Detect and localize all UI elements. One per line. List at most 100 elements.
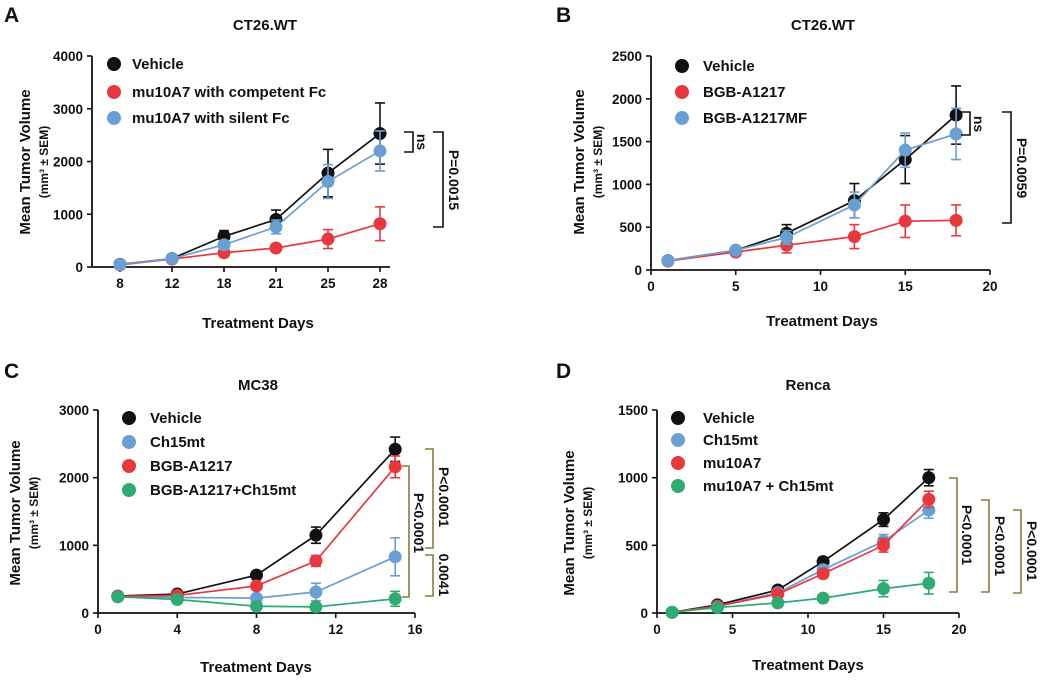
series-line-3: [667, 133, 957, 262]
data-point: [250, 568, 263, 582]
series-line-3: [671, 498, 930, 614]
panel-d-ylabel-sub: (mm³ ± SEM): [581, 487, 595, 560]
y-tick-label: 2500: [612, 49, 642, 64]
legend-marker-vehicle: [122, 411, 136, 425]
legend-marker-combo: [671, 479, 685, 493]
x-tick-label: 16: [407, 622, 423, 637]
data-point: [388, 460, 402, 474]
y-tick-label: 0: [634, 263, 642, 278]
legend-label-mu10a7: mu10A7: [703, 455, 761, 472]
panel-c-axes: 0 1000 2000 3000 0 4 8 12 16: [59, 403, 423, 637]
data-point: [388, 442, 402, 456]
data-point: [949, 213, 963, 227]
data-point: [165, 252, 179, 266]
data-point: [729, 243, 743, 257]
data-point: [771, 596, 785, 610]
y-tick-label: 2000: [59, 471, 89, 486]
panel-a-xlabel: Treatment Days: [202, 315, 314, 332]
x-tick-label: 12: [328, 622, 343, 637]
x-tick-label: 28: [372, 276, 388, 291]
x-tick-label: 20: [982, 279, 997, 294]
annotation-p-2: P<0.0001: [992, 516, 1008, 577]
legend-label-ch15mt: Ch15mt: [150, 434, 205, 451]
legend-label-competent-fc: mu10A7 with competent Fc: [132, 84, 326, 101]
x-tick-label: 10: [800, 622, 815, 637]
panel-d-ylabel: Mean Tumor Volume: [561, 450, 578, 595]
panel-b: B CT26.WT Mean Tumor Volume (mm³ ± SEM) …: [556, 4, 1030, 330]
bracket-p-1: [402, 465, 410, 598]
data-point: [816, 591, 830, 605]
legend-label-combo: BGB-A1217+Ch15mt: [150, 482, 296, 499]
panel-c-plot: [111, 436, 402, 614]
data-point: [816, 567, 830, 581]
panel-c-ylabel-sub: (mm³ ± SEM): [27, 477, 41, 550]
x-tick-label: 4: [173, 622, 181, 637]
legend-label-silent-fc: mu10A7 with silent Fc: [132, 110, 290, 127]
data-point: [922, 576, 936, 590]
bracket-p-1: [949, 477, 958, 593]
data-point: [710, 601, 724, 615]
panel-c-title: MC38: [238, 377, 278, 394]
annotation-p: P=0.0015: [446, 150, 462, 211]
annotation-p: P=0.0059: [1014, 138, 1030, 199]
panel-c-legend: Vehicle Ch15mt BGB-A1217 BGB-A1217+Ch15m…: [122, 410, 296, 499]
data-point: [217, 238, 231, 252]
data-point: [922, 471, 936, 485]
data-point: [113, 258, 127, 272]
data-point: [250, 599, 263, 613]
panel-c-letter: C: [4, 360, 19, 383]
x-tick-label: 21: [268, 276, 284, 291]
data-point: [898, 143, 912, 157]
panel-d-xlabel: Treatment Days: [752, 657, 864, 674]
legend-label-bgb-a1217: BGB-A1217: [150, 458, 233, 475]
panel-a-ylabel-sub: (mm³ ± SEM): [37, 126, 51, 199]
data-point: [373, 217, 387, 231]
panel-a-legend: Vehicle mu10A7 with competent Fc mu10A7 …: [107, 56, 326, 127]
x-tick-label: 10: [813, 279, 828, 294]
panel-d-significance: P<0.0001 P<0.0001 P<0.0001: [949, 477, 1040, 594]
y-tick-label: 1500: [612, 135, 642, 150]
data-point: [250, 579, 263, 593]
panel-b-title: CT26.WT: [791, 17, 855, 34]
annotation-p-3: 0.0041: [436, 554, 452, 597]
x-tick-label: 18: [216, 276, 232, 291]
panel-d-legend: Vehicle Ch15mt mu10A7 mu10A7 + Ch15mt: [671, 410, 833, 495]
data-point: [922, 492, 936, 506]
panel-d-title: Renca: [785, 377, 831, 394]
y-tick-label: 0: [81, 606, 89, 621]
data-point: [309, 600, 323, 614]
panel-a-significance: ns P=0.0015: [404, 131, 462, 228]
y-tick-label: 2000: [53, 155, 83, 170]
data-point: [111, 590, 125, 604]
legend-label-vehicle: Vehicle: [703, 58, 755, 75]
annotation-p-1: P<0.0001: [959, 505, 975, 566]
x-tick-label: 8: [116, 276, 124, 291]
panel-d-axes: 0 500 1000 1500 0 5 10 15 20: [618, 403, 967, 637]
data-point: [388, 550, 402, 564]
data-point: [847, 230, 861, 244]
annotation-ns: ns: [971, 116, 987, 133]
x-tick-label: 0: [653, 622, 661, 637]
legend-marker-vehicle: [671, 411, 685, 425]
series-line-1: [119, 132, 381, 266]
legend-marker-ch15mt: [671, 433, 685, 447]
data-point: [269, 241, 283, 255]
bracket-p: [1002, 111, 1012, 224]
y-tick-label: 500: [619, 220, 642, 235]
panel-b-ylabel: Mean Tumor Volume: [571, 89, 588, 234]
data-point: [877, 513, 890, 527]
panel-b-plot: [661, 85, 963, 268]
legend-label-ch15mt: Ch15mt: [703, 432, 758, 449]
series-line-2: [671, 509, 930, 614]
y-tick-label: 3000: [53, 102, 83, 117]
x-tick-label: 0: [647, 279, 655, 294]
data-point: [949, 127, 963, 141]
legend-marker-ch15mt: [122, 435, 136, 449]
data-point: [321, 232, 335, 246]
panel-a-axes: 0 1000 2000 3000 4000 8 12 18 21 25 28: [53, 49, 390, 291]
data-point: [665, 605, 679, 619]
panel-a-plot: [113, 102, 387, 272]
data-point: [309, 528, 323, 542]
bracket-p-2: [981, 499, 990, 593]
